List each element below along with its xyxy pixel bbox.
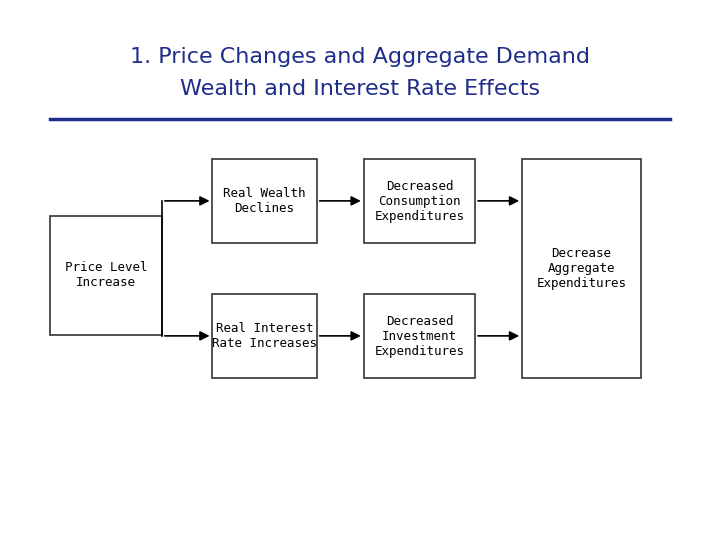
Text: Real Wealth
Declines: Real Wealth Declines	[223, 187, 306, 215]
Bar	[50, 216, 162, 335]
Text: Decreased
Consumption
Expenditures: Decreased Consumption Expenditures	[374, 180, 464, 222]
Text: Wealth and Interest Rate Effects: Wealth and Interest Rate Effects	[180, 79, 540, 99]
Bar	[212, 159, 317, 243]
Text: Decrease
Aggregate
Expenditures: Decrease Aggregate Expenditures	[536, 247, 626, 290]
Bar	[212, 294, 317, 378]
Bar	[364, 294, 475, 378]
Bar	[522, 159, 641, 378]
Text: Decreased
Investment
Expenditures: Decreased Investment Expenditures	[374, 315, 464, 357]
Text: Real Interest
Rate Increases: Real Interest Rate Increases	[212, 322, 317, 350]
Bar	[364, 159, 475, 243]
Text: 1. Price Changes and Aggregate Demand: 1. Price Changes and Aggregate Demand	[130, 46, 590, 67]
Text: Price Level
Increase: Price Level Increase	[65, 261, 148, 289]
